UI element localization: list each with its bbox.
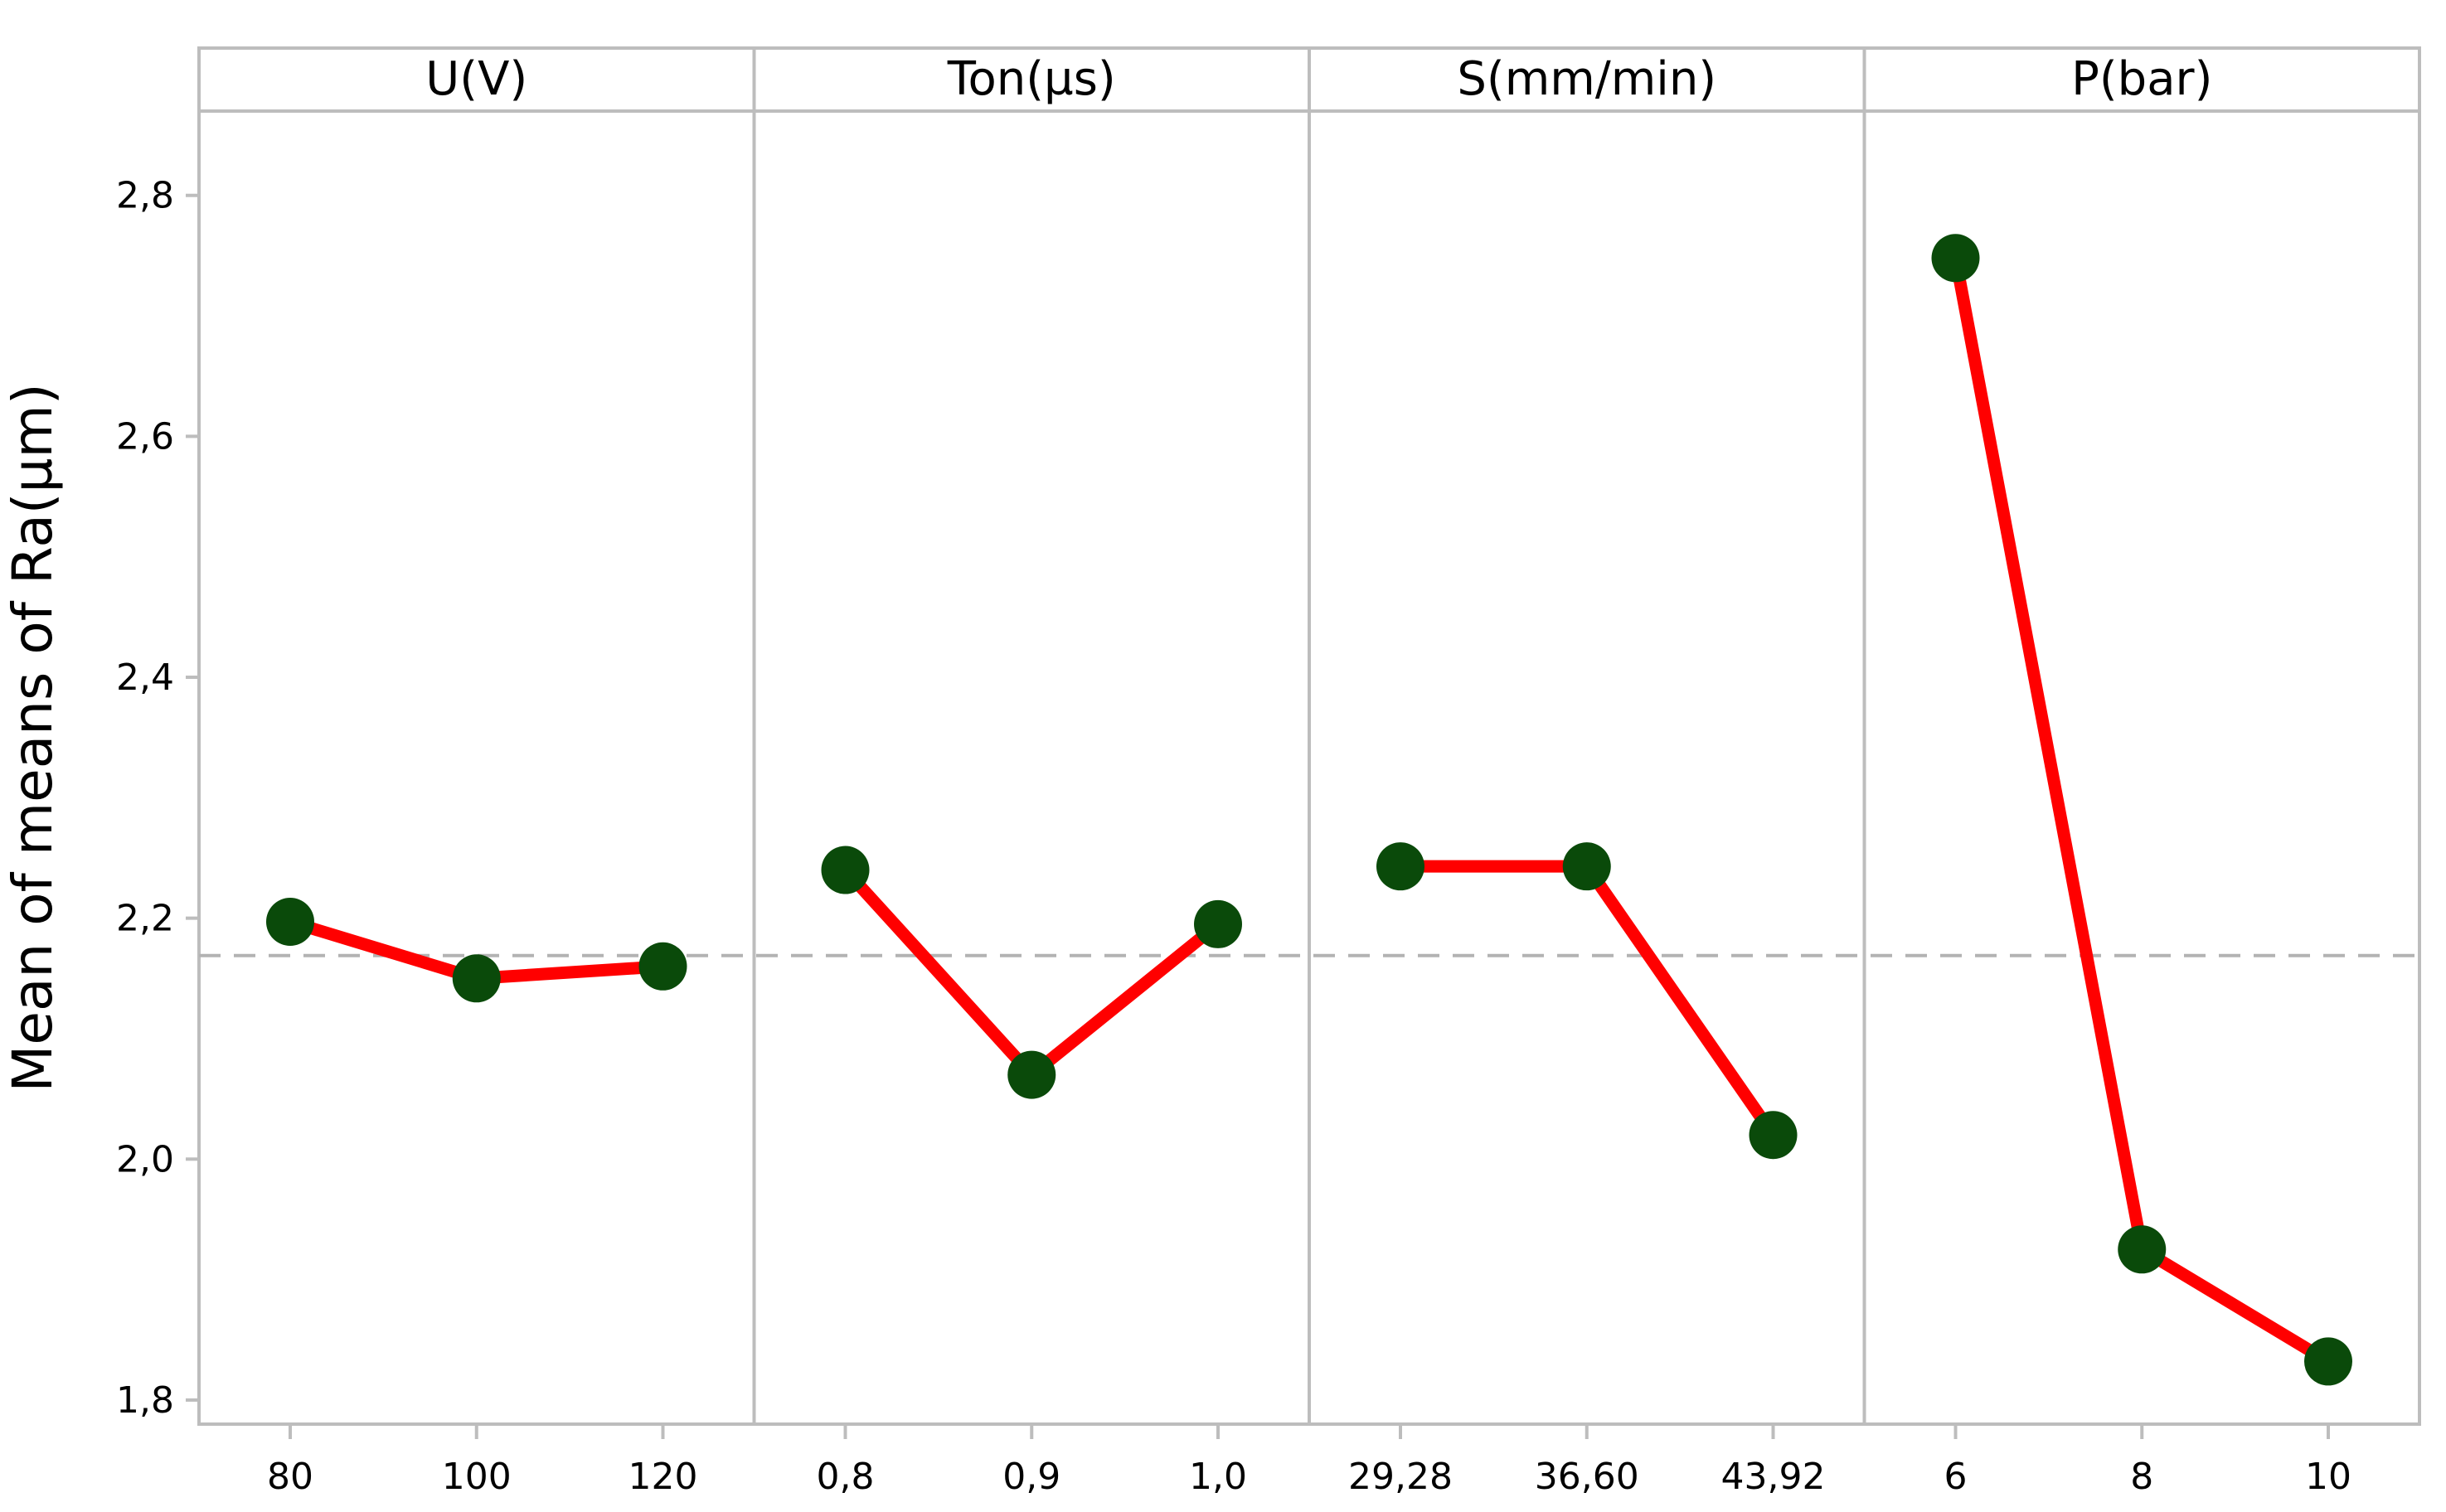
data-point [1194, 899, 1242, 948]
panel-title: P(bar) [2071, 52, 2212, 106]
y-axis-title: Mean of means of Ra(µm) [1, 383, 65, 1092]
x-tick-label: 29,28 [1348, 1456, 1453, 1498]
plot-area: 1,8 2,0 2,2 2,4 2,6 2,8 U(V) 80 100 120 Ton(µs) 0,8… [116, 46, 2421, 1498]
x-tick-label: 0,8 [817, 1456, 875, 1498]
panel-1: U(V) 80 100 120 [266, 52, 697, 1498]
series-line [1394, 860, 1779, 1141]
panel-title: S(mm/min) [1457, 52, 1716, 106]
panel-4: P(bar) 6 8 10 [1931, 52, 2352, 1498]
data-point [266, 898, 314, 947]
x-tick-label: 10 [2305, 1456, 2351, 1498]
data-point [1931, 234, 1980, 283]
y-tick-label: 2,8 [116, 175, 174, 217]
x-tick-label: 36,60 [1535, 1456, 1639, 1498]
x-tick-label: 1,0 [1189, 1456, 1247, 1498]
data-point [1376, 842, 1424, 891]
data-point [1562, 842, 1611, 891]
y-tick-label: 1,8 [116, 1379, 174, 1422]
data-point [638, 942, 687, 991]
data-point [2118, 1225, 2167, 1274]
panel-3: S(mm/min) 29,28 36,60 43,92 [1348, 52, 1825, 1498]
series-line [1949, 251, 2335, 1368]
data-point [452, 954, 501, 1003]
x-tick-label: 120 [628, 1456, 698, 1498]
x-tick-label: 100 [442, 1456, 512, 1498]
y-tick-label: 2,2 [116, 898, 174, 940]
data-point [2304, 1337, 2352, 1386]
x-tick-label: 0,9 [1002, 1456, 1060, 1498]
x-tick-label: 8 [2130, 1456, 2153, 1498]
panel-title: Ton(µs) [947, 52, 1116, 106]
y-tick-label: 2,0 [116, 1138, 174, 1180]
data-point [821, 846, 870, 894]
panel-title: U(V) [425, 52, 527, 106]
series-line [839, 864, 1225, 1082]
x-tick-label: 6 [1944, 1456, 1968, 1498]
data-point [1007, 1050, 1056, 1099]
y-tick-label: 2,4 [116, 657, 174, 699]
panel-2: Ton(µs) 0,8 0,9 1,0 [817, 52, 1247, 1498]
x-tick-label: 80 [267, 1456, 313, 1498]
y-tick-label: 2,6 [116, 415, 174, 458]
data-point [1749, 1111, 1798, 1160]
x-tick-label: 43,92 [1721, 1456, 1826, 1498]
